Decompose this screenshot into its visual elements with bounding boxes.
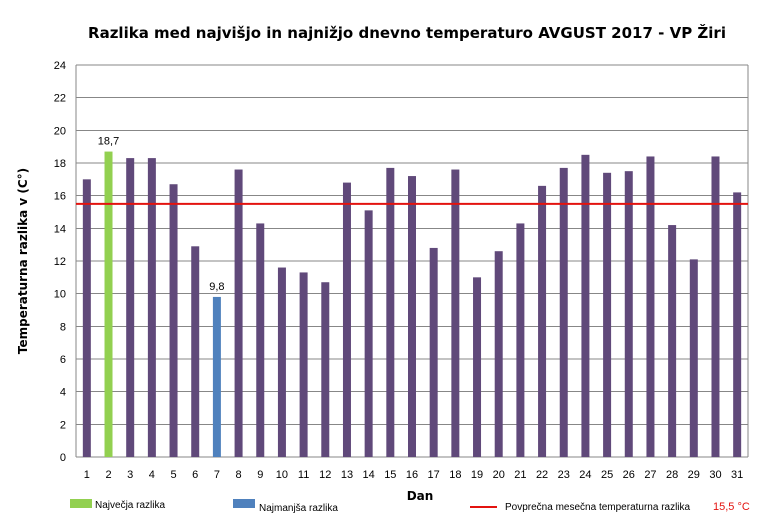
bar-day-8 [234,169,243,458]
x-tick-label: 5 [170,469,176,481]
legend-max-swatch [70,499,92,508]
legend-min-label: Najmanjša razlika [259,503,338,514]
x-tick-label: 23 [558,469,570,481]
y-tick-label: 16 [54,191,66,203]
legend-max-label: Največja razlika [95,500,165,511]
bar-day-20 [494,251,503,457]
bar-day-12 [321,282,330,457]
x-axis-label: Dan [407,489,434,503]
x-tick-label: 12 [319,469,331,481]
x-tick-label: 2 [105,469,111,481]
x-tick-label: 7 [214,469,220,481]
legend: Največja razlika Najmanjša razlika Povpr… [70,499,750,514]
bar-day-7 [212,296,221,457]
bar-day-30 [711,156,720,457]
data-labels: 18,7 9,8 [98,136,225,293]
bar-day-11 [299,272,308,457]
x-tick-label: 11 [298,469,309,481]
x-tick-label: 17 [428,469,440,481]
bar-day-24 [581,154,590,458]
chart-title: Razlika med najvišjo in najnižjo dnevno … [88,23,726,42]
x-tick-label: 4 [149,469,155,481]
bar-day-31 [733,192,742,457]
bar-day-10 [277,267,286,457]
data-label-day-7: 9,8 [209,281,224,293]
x-tick-label: 10 [276,469,288,481]
x-tick-label: 8 [236,469,242,481]
bar-day-3 [126,158,135,457]
x-tick-label: 3 [127,469,133,481]
x-tick-label: 26 [623,469,635,481]
data-label-day-2: 18,7 [98,136,119,148]
x-tick-label: 9 [257,469,263,481]
legend-min-swatch [233,499,255,508]
x-tick-label: 31 [731,469,743,481]
y-tick-label: 12 [54,256,66,268]
y-axis-label: Temperaturna razlika v (C°) [16,168,30,354]
y-tick-label: 10 [54,289,66,301]
x-tick-label: 15 [384,469,396,481]
x-tick-label: 27 [644,469,656,481]
bar-day-1 [82,179,91,458]
bar-day-18 [451,169,460,458]
x-tick-label: 19 [471,469,483,481]
bar-day-21 [516,223,525,457]
x-tick-label: 14 [363,469,375,481]
y-tick-label: 8 [60,321,66,333]
bar-day-17 [429,247,438,457]
x-tick-label: 22 [536,469,548,481]
bar-day-28 [668,225,677,457]
x-tick-label: 13 [341,469,353,481]
y-tick-label: 20 [54,125,66,137]
bar-day-25 [603,172,612,458]
bar-day-26 [624,171,633,457]
bar-day-27 [646,156,655,457]
x-tick-label: 25 [601,469,613,481]
x-tick-label: 28 [666,469,678,481]
bar-day-13 [342,182,351,457]
x-tick-label: 30 [709,469,721,481]
bar-day-2 [104,151,113,458]
bar-day-22 [538,185,547,457]
x-tick-label: 21 [514,469,526,481]
y-tick-label: 18 [54,158,66,170]
x-tick-labels: 1 2 3 4 5 6 7 8 9 10 11 12 13 14 15 16 17 18 19 20 21 22 23 24 2… [84,469,744,481]
bar-day-23 [559,167,568,457]
y-tick-label: 6 [60,354,66,366]
y-tick-label: 14 [54,223,66,235]
x-tick-label: 1 [84,469,90,481]
legend-average-value: 15,5 °C [713,501,750,513]
x-tick-label: 29 [688,469,700,481]
bar-day-5 [169,184,178,457]
x-tick-label: 16 [406,469,418,481]
legend-average-label: Povprečna mesečna temperaturna razlika [505,502,691,513]
x-tick-label: 24 [579,469,591,481]
bar-day-19 [473,277,482,457]
x-tick-label: 20 [493,469,505,481]
bars [82,151,742,458]
y-tick-label: 24 [54,60,66,72]
bar-day-6 [191,246,200,457]
y-tick-label: 22 [54,93,66,105]
bar-day-14 [364,210,373,457]
y-tick-label: 4 [60,387,66,399]
bar-day-16 [408,176,416,458]
bar-day-29 [689,259,698,457]
bar-day-4 [147,158,156,457]
bar-day-15 [386,167,395,457]
bar-day-9 [256,223,265,457]
y-tick-label: 2 [60,419,66,431]
x-tick-label: 6 [192,469,198,481]
x-tick-label: 18 [449,469,461,481]
y-tick-label: 0 [60,452,66,464]
